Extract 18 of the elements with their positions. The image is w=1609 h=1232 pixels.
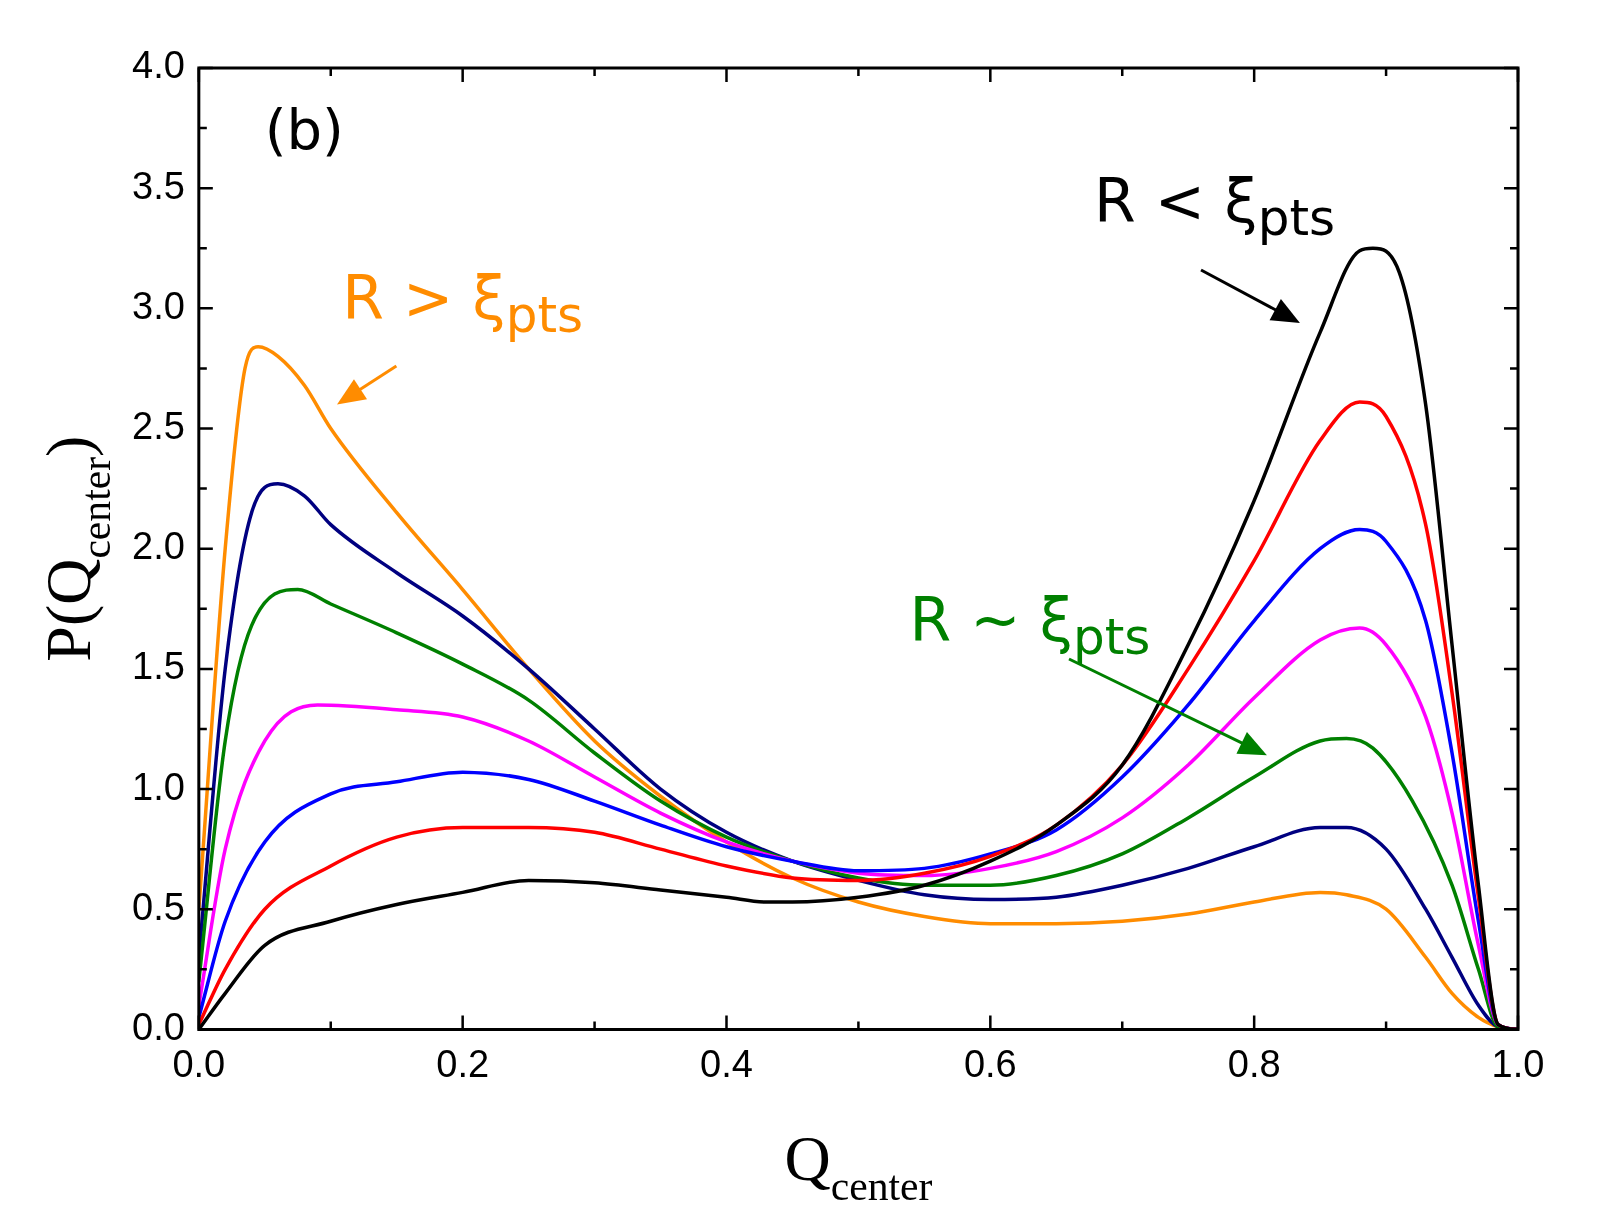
annotation: (b) — [264, 97, 344, 163]
y-tick-label: 3.0 — [132, 284, 185, 327]
y-tick-label: 3.5 — [132, 164, 185, 207]
y-tick-label: 1.0 — [132, 765, 185, 808]
annotation: R ~ ξ$_{pts}$ — [909, 584, 1151, 666]
annotation: R < ξ$_{pts}$ — [1094, 166, 1336, 248]
x-tick-label: 0.2 — [436, 1042, 490, 1085]
y-tick-label: 4.0 — [132, 44, 185, 87]
y-tick-label: 0.5 — [132, 885, 185, 928]
x-tick-label: 1.0 — [1491, 1042, 1545, 1085]
y-tick-label: 2.0 — [132, 525, 185, 568]
x-tick-label: 0.8 — [1227, 1042, 1281, 1085]
y-tick-label: 1.5 — [132, 645, 185, 688]
annotation: R > ξ$_{pts}$ — [342, 262, 584, 344]
x-tick-label: 0.4 — [700, 1042, 753, 1085]
x-tick-label: 0.6 — [963, 1042, 1017, 1085]
y-axis-title: P(Qcenter) — [33, 435, 119, 662]
y-tick-label: 2.5 — [132, 405, 185, 448]
